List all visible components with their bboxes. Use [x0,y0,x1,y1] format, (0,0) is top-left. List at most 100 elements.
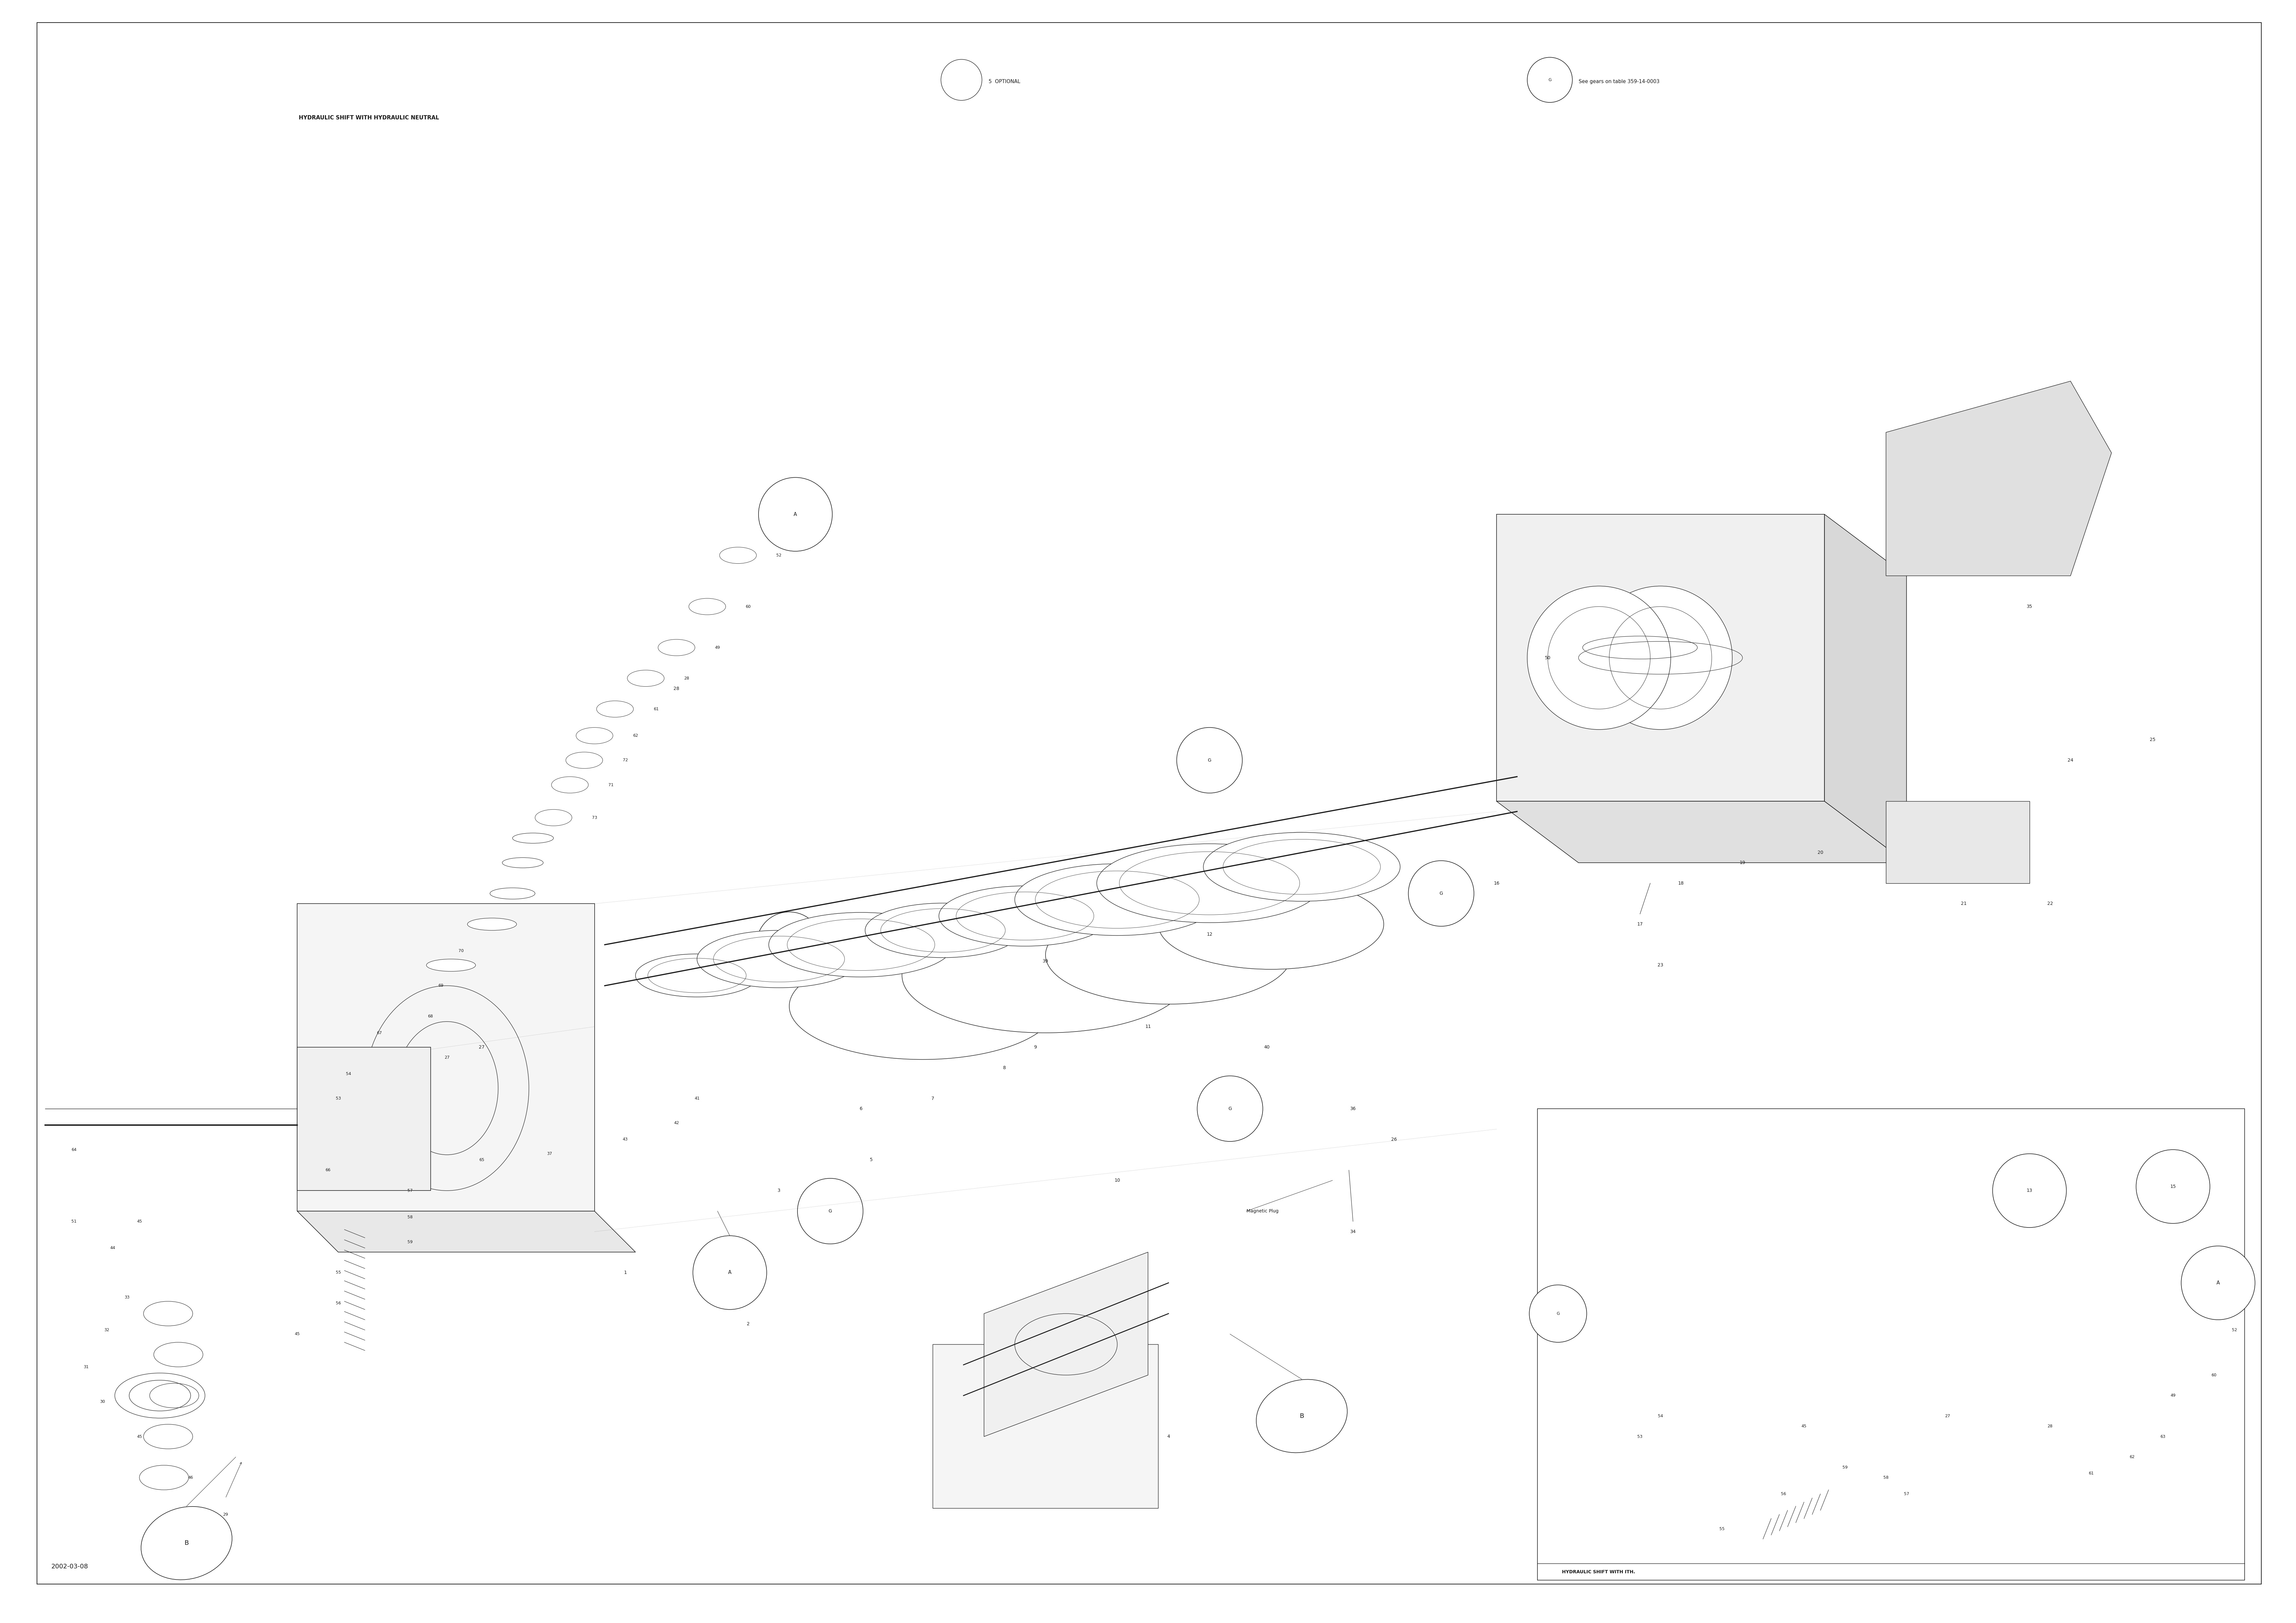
Ellipse shape [512,833,553,844]
Text: 63: 63 [2161,1435,2165,1438]
Polygon shape [1825,514,1906,863]
Text: 45: 45 [294,1332,301,1336]
Text: 52: 52 [2232,1328,2236,1332]
Text: 72: 72 [622,758,627,763]
Text: 20: 20 [1818,850,1823,855]
Text: 55: 55 [335,1271,340,1274]
Text: HYDRAULIC SHIFT WITH ITH.: HYDRAULIC SHIFT WITH ITH. [1561,1569,1635,1574]
Ellipse shape [427,959,475,971]
Text: 9: 9 [1033,1045,1038,1050]
Text: 58: 58 [1883,1475,1890,1480]
Text: 12: 12 [1208,932,1212,936]
Text: G: G [1208,758,1212,763]
Polygon shape [1497,802,1906,863]
Circle shape [693,1235,767,1310]
Text: 70: 70 [459,949,464,953]
Text: G: G [1228,1107,1231,1112]
Text: 2: 2 [746,1321,751,1326]
Text: G: G [788,943,792,946]
Polygon shape [296,904,595,1211]
Circle shape [755,912,822,977]
Text: 41: 41 [693,1096,700,1100]
Polygon shape [1885,802,2030,883]
Text: 33: 33 [124,1295,129,1300]
Ellipse shape [468,919,517,930]
Text: 29: 29 [223,1513,227,1516]
Text: 6: 6 [859,1107,863,1112]
Text: 38: 38 [1001,932,1008,936]
Ellipse shape [1045,906,1290,1005]
Text: 52: 52 [776,553,781,557]
Text: 54: 54 [1658,1414,1662,1419]
Text: 21: 21 [1961,901,1968,906]
Circle shape [1527,586,1671,729]
Text: 61: 61 [2089,1472,2094,1475]
Text: 66: 66 [326,1169,331,1172]
Polygon shape [1885,381,2112,576]
Text: 49: 49 [714,646,721,649]
Ellipse shape [866,902,1022,958]
Text: 51: 51 [71,1219,76,1224]
Circle shape [941,60,983,101]
Text: 27: 27 [445,1055,450,1060]
Ellipse shape [565,751,602,768]
Text: 3: 3 [778,1188,781,1193]
Circle shape [1196,1076,1263,1141]
Text: 68: 68 [427,1014,434,1019]
Text: 14: 14 [1350,881,1357,886]
Circle shape [758,477,831,552]
Text: 73: 73 [592,815,597,820]
Text: 45: 45 [138,1435,142,1438]
Text: 53: 53 [1637,1435,1642,1438]
Text: 19: 19 [1740,860,1745,865]
Text: 40: 40 [1265,1045,1270,1050]
Ellipse shape [902,919,1189,1032]
Text: 56: 56 [335,1302,340,1305]
Circle shape [1589,586,1731,729]
Text: 24: 24 [2069,758,2073,763]
Text: 13: 13 [2027,1188,2032,1193]
Circle shape [1527,57,1573,102]
Text: A: A [794,511,797,516]
Polygon shape [296,1211,636,1251]
Text: 62: 62 [2128,1454,2135,1459]
Ellipse shape [140,1506,232,1579]
Circle shape [797,1178,863,1243]
Text: B: B [184,1540,188,1547]
Ellipse shape [719,547,755,563]
Text: 34: 34 [1350,1229,1357,1233]
Text: G: G [829,1209,831,1214]
Text: 62: 62 [634,734,638,738]
Circle shape [2135,1149,2209,1224]
Circle shape [1993,1154,2066,1227]
Text: See gears on table 359-14-0003: See gears on table 359-14-0003 [1580,80,1660,84]
Ellipse shape [659,639,696,656]
Text: 42: 42 [675,1121,680,1125]
Text: 44: 44 [110,1246,115,1250]
Ellipse shape [1015,863,1219,935]
Text: 25: 25 [2149,737,2156,742]
Ellipse shape [1256,1380,1348,1453]
Text: 54: 54 [347,1071,351,1076]
Text: 28: 28 [673,687,680,691]
Ellipse shape [689,599,726,615]
Text: 17: 17 [1637,922,1644,927]
Text: 46: 46 [188,1475,193,1480]
Circle shape [2181,1246,2255,1319]
Bar [932,1344,1157,1508]
Text: Magnetic Plug: Magnetic Plug [1247,1209,1279,1214]
Text: 69: 69 [439,984,443,988]
Text: 11: 11 [1146,1024,1150,1029]
Text: 2002-03-08: 2002-03-08 [51,1563,87,1569]
Text: 59: 59 [406,1240,413,1243]
Ellipse shape [1157,880,1384,969]
Text: 65: 65 [480,1157,484,1162]
Text: 58: 58 [406,1216,413,1219]
Text: G: G [1557,1311,1559,1316]
Text: 31: 31 [83,1365,90,1370]
Text: 60: 60 [2211,1373,2216,1378]
Text: 60: 60 [746,604,751,609]
Polygon shape [985,1251,1148,1436]
Ellipse shape [535,810,572,826]
Text: 9: 9 [1270,912,1272,917]
